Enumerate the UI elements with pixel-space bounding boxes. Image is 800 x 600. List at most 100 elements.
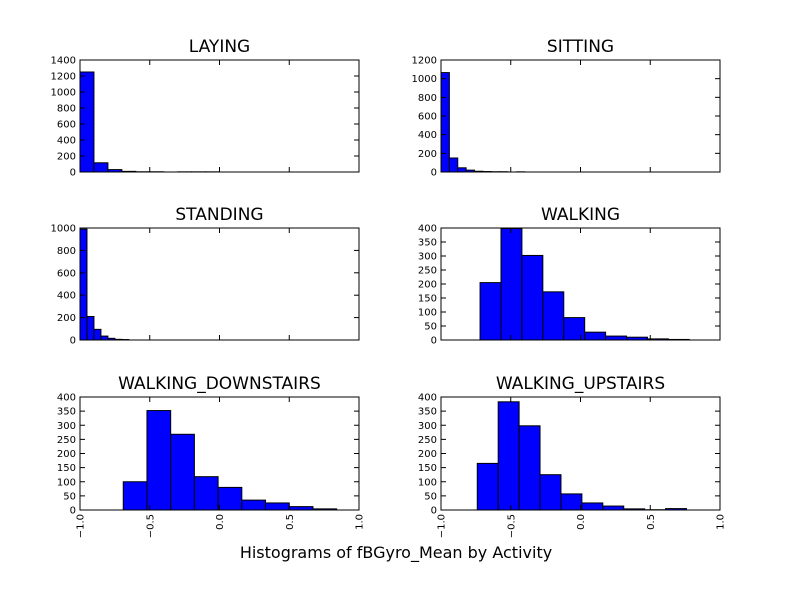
ytick-label-walking-upstairs-350: 350	[418, 407, 437, 418]
panel-title-sitting: SITTING	[547, 37, 614, 57]
ytick-label-walking-250: 250	[418, 266, 437, 277]
bar-walking-downstairs-7	[288, 506, 314, 511]
ytick-label-standing-200: 200	[57, 313, 76, 324]
ytick-label-walking-downstairs-350: 350	[57, 407, 76, 418]
panel-walking-upstairs: WALKING_UPSTAIRS 0 50 100 150 200 250 300 350 400…	[418, 374, 727, 538]
xtick-label-walking-downstairs-0: −1.0	[76, 514, 87, 538]
bar-walking-3	[542, 291, 565, 341]
figure-suptitle: Histograms of fBGyro_Mean by Activity	[240, 543, 552, 563]
ytick-label-walking-downstairs-100: 100	[57, 477, 76, 488]
bar-walking-upstairs-3	[539, 474, 562, 511]
bar-walking-upstairs-2	[518, 425, 541, 511]
panel-title-standing: STANDING	[175, 205, 263, 225]
panel-walking-downstairs: WALKING_DOWNSTAIRS 0 50 100 150 200 250 300 350 4…	[57, 374, 366, 538]
bar-walking-upstairs-6	[602, 505, 625, 511]
bar-laying-1	[93, 162, 109, 173]
ytick-label-walking-downstairs-0: 0	[70, 506, 76, 517]
ytick-label-sitting-1200: 1200	[412, 56, 437, 67]
ytick-label-walking-downstairs-50: 50	[63, 491, 76, 502]
bar-standing-0	[79, 228, 88, 341]
ytick-label-standing-0: 0	[70, 336, 76, 347]
ytick-label-walking-upstairs-50: 50	[424, 491, 437, 502]
axes-frame-sitting	[440, 59, 721, 173]
ytick-label-walking-downstairs-150: 150	[57, 463, 76, 474]
ytick-label-standing-1000: 1000	[51, 224, 76, 235]
ytick-label-walking-upstairs-150: 150	[418, 463, 437, 474]
bar-walking-downstairs-0	[122, 481, 148, 511]
bar-walking-2	[521, 254, 544, 341]
panel-title-walking: WALKING	[541, 205, 620, 225]
ytick-label-standing-800: 800	[57, 246, 76, 257]
bar-walking-5	[584, 331, 607, 341]
ytick-label-sitting-1000: 1000	[412, 74, 437, 85]
xtick-label-walking-upstairs-3: 0.5	[646, 514, 657, 530]
ytick-label-laying-600: 600	[57, 120, 76, 131]
ytick-label-walking-upstairs-300: 300	[418, 421, 437, 432]
ytick-label-laying-1000: 1000	[51, 88, 76, 99]
xtick-label-walking-downstairs-4: 1.0	[355, 514, 366, 530]
ytick-label-laying-800: 800	[57, 104, 76, 115]
ytick-label-sitting-600: 600	[418, 112, 437, 123]
xtick-label-walking-downstairs-3: 0.5	[285, 514, 296, 530]
bar-walking-upstairs-5	[581, 502, 604, 511]
bar-walking-0	[479, 282, 502, 341]
panel-walking: WALKING 0 50 100 150 200 250 300 350 400	[418, 205, 721, 347]
ytick-label-walking-0: 0	[431, 336, 437, 347]
ytick-label-laying-0: 0	[70, 168, 76, 179]
bar-laying-0	[79, 71, 95, 173]
ytick-label-walking-50: 50	[424, 322, 437, 333]
axes-frame-standing	[79, 227, 360, 341]
xtick-label-walking-upstairs-2: 0.0	[576, 514, 587, 530]
xtick-label-walking-upstairs-4: 1.0	[716, 514, 727, 530]
bar-walking-downstairs-3	[193, 476, 219, 511]
ytick-label-walking-downstairs-250: 250	[57, 435, 76, 446]
ytick-label-walking-150: 150	[418, 294, 437, 305]
ytick-label-sitting-800: 800	[418, 93, 437, 104]
ytick-label-walking-200: 200	[418, 280, 437, 291]
bar-walking-1	[500, 228, 523, 341]
ytick-label-walking-upstairs-250: 250	[418, 435, 437, 446]
ytick-label-walking-downstairs-200: 200	[57, 449, 76, 460]
bar-walking-downstairs-6	[265, 502, 290, 511]
ytick-label-walking-100: 100	[418, 308, 437, 319]
ytick-label-laying-1200: 1200	[51, 72, 76, 83]
ytick-label-sitting-0: 0	[431, 168, 437, 179]
bar-walking-4	[563, 317, 586, 341]
ytick-label-standing-400: 400	[57, 291, 76, 302]
ytick-label-laying-1400: 1400	[51, 56, 76, 67]
panel-title-walking-downstairs: WALKING_DOWNSTAIRS	[118, 374, 321, 394]
xtick-label-walking-upstairs-0: −1.0	[437, 514, 448, 538]
bar-walking-6	[605, 335, 628, 341]
ytick-label-walking-upstairs-400: 400	[418, 393, 437, 404]
ytick-label-walking-upstairs-200: 200	[418, 449, 437, 460]
bar-sitting-2	[457, 167, 467, 173]
xtick-label-walking-downstairs-2: 0.0	[215, 514, 226, 530]
axes-frame-laying	[79, 59, 360, 173]
bar-standing-1	[86, 315, 95, 341]
xtick-label-walking-upstairs-1: −0.5	[506, 514, 517, 538]
bar-standing-2	[93, 328, 102, 341]
ytick-label-walking-350: 350	[418, 238, 437, 249]
bar-walking-downstairs-5	[241, 499, 267, 511]
bar-sitting-1	[448, 157, 459, 173]
ytick-label-standing-600: 600	[57, 268, 76, 279]
panel-sitting: SITTING 0 200 400 600 800 1000 1200	[412, 37, 721, 179]
panel-standing: STANDING 0 200 400 600 800 1000	[51, 205, 360, 347]
panel-laying: LAYING 0 200 400 600 800 1000 1200 1400	[51, 37, 360, 179]
ytick-label-walking-300: 300	[418, 252, 437, 263]
panel-title-walking-upstairs: WALKING_UPSTAIRS	[496, 374, 665, 394]
ytick-label-walking-downstairs-400: 400	[57, 393, 76, 404]
ytick-label-laying-400: 400	[57, 136, 76, 147]
bar-walking-downstairs-2	[170, 433, 195, 511]
ytick-label-sitting-400: 400	[418, 130, 437, 141]
xtick-label-walking-downstairs-1: −0.5	[145, 514, 156, 538]
bar-walking-downstairs-4	[217, 486, 243, 511]
bar-standing-3	[100, 335, 109, 341]
bar-walking-upstairs-0	[476, 462, 499, 511]
bar-sitting-0	[440, 72, 450, 173]
panel-title-laying: LAYING	[189, 37, 250, 57]
ytick-label-walking-downstairs-300: 300	[57, 421, 76, 432]
ytick-label-laying-200: 200	[57, 152, 76, 163]
bar-walking-downstairs-1	[146, 410, 172, 511]
